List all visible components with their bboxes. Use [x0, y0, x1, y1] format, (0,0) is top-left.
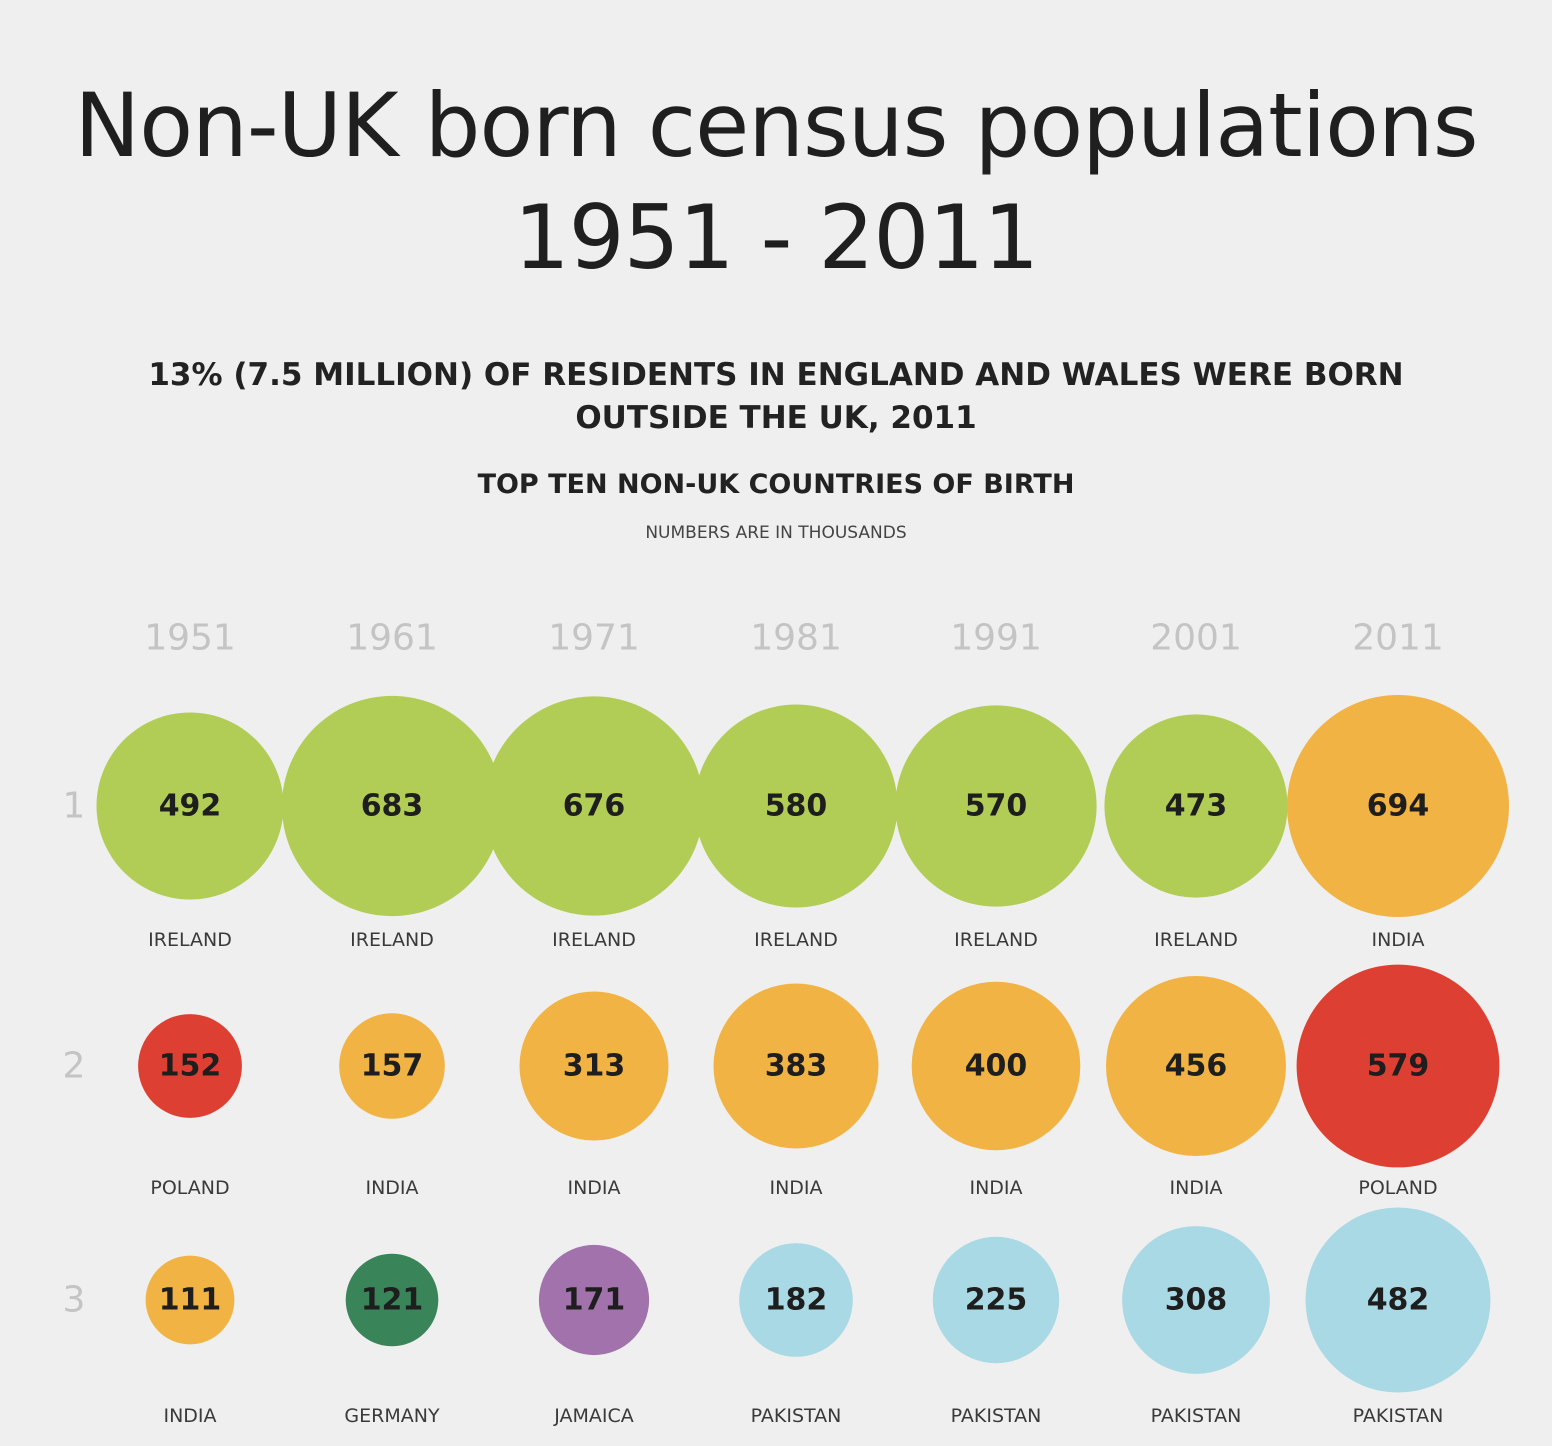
country-label-rank2-1991: INDIA: [969, 1177, 1022, 1199]
year-label-2011: 2011: [1352, 618, 1444, 659]
units-note: NUMBERS ARE IN THOUSANDS: [645, 523, 907, 543]
bubble-rank3-1961: [345, 1253, 439, 1347]
year-label-1991: 1991: [950, 618, 1042, 659]
country-label-rank2-1981: INDIA: [769, 1177, 822, 1199]
value-label-rank3-1981: 182: [765, 1283, 828, 1318]
country-label-rank1-1981: IRELAND: [754, 929, 838, 951]
bubble-rank1-2001: [1104, 714, 1288, 898]
chart-subtitle: 13% (7.5 MILLION) OF RESIDENTS IN ENGLAN…: [148, 357, 1404, 436]
value-label-rank3-2001: 308: [1165, 1283, 1228, 1318]
value-label-rank2-1981: 383: [765, 1049, 828, 1084]
country-label-rank1-2011: INDIA: [1371, 929, 1424, 951]
bubble-rank3-1971: [538, 1244, 650, 1356]
country-label-rank1-1951: IRELAND: [148, 929, 232, 951]
country-label-rank3-2011: PAKISTAN: [1353, 1405, 1444, 1427]
value-label-rank3-1971: 171: [563, 1283, 626, 1318]
bubble-rank2-1951: [138, 1014, 242, 1118]
bubble-rank3-1981: [739, 1243, 853, 1357]
value-label-rank1-1961: 683: [361, 789, 424, 824]
country-label-rank2-1951: POLAND: [150, 1177, 229, 1199]
year-label-1951: 1951: [144, 618, 236, 659]
bubble-rank2-1991: [911, 981, 1081, 1151]
country-label-rank3-1961: GERMANY: [344, 1405, 440, 1427]
value-label-rank1-1971: 676: [563, 789, 626, 824]
year-label-1981: 1981: [750, 618, 842, 659]
country-label-rank3-1951: INDIA: [163, 1405, 216, 1427]
bubble-rank3-1991: [932, 1236, 1060, 1364]
bubble-rank1-2011: [1287, 695, 1509, 917]
country-label-rank2-1971: INDIA: [567, 1177, 620, 1199]
rank-label-3: 3: [63, 1280, 86, 1321]
value-label-rank3-1961: 121: [361, 1283, 424, 1318]
value-label-rank2-2001: 456: [1165, 1049, 1228, 1084]
country-label-rank1-1991: IRELAND: [954, 929, 1038, 951]
value-label-rank1-2011: 694: [1367, 789, 1430, 824]
bubble-rank1-1971: [484, 696, 704, 916]
country-label-rank1-2001: IRELAND: [1154, 929, 1238, 951]
chart-title-line-1: Non-UK born census populations: [74, 74, 1478, 177]
chart-heading: TOP TEN NON-UK COUNTRIES OF BIRTH: [477, 469, 1075, 500]
bubble-rank2-1981: [713, 983, 879, 1149]
bubble-rank3-1951: [145, 1255, 235, 1345]
value-label-rank1-1981: 580: [765, 789, 828, 824]
year-label-1961: 1961: [346, 618, 438, 659]
bubble-rank3-2001: [1122, 1226, 1270, 1374]
bubble-rank2-1961: [339, 1013, 445, 1119]
value-label-rank1-1951: 492: [159, 789, 222, 824]
country-label-rank2-2001: INDIA: [1169, 1177, 1222, 1199]
bubble-rank2-2011: [1296, 964, 1500, 1168]
rank-label-1: 1: [63, 786, 86, 827]
bubble-rank3-2011: [1305, 1207, 1491, 1393]
bubble-rank1-1951: [96, 712, 284, 900]
country-label-rank2-2011: POLAND: [1358, 1177, 1437, 1199]
value-label-rank2-1971: 313: [563, 1049, 626, 1084]
value-label-rank2-1991: 400: [965, 1049, 1028, 1084]
value-label-rank1-2001: 473: [1165, 789, 1228, 824]
chart-title-line-2: 1951 - 2011: [513, 186, 1040, 289]
country-label-rank3-1971: JAMAICA: [553, 1405, 634, 1427]
year-label-1971: 1971: [548, 618, 640, 659]
value-label-rank1-1991: 570: [965, 789, 1028, 824]
bubble-rank1-1961: [281, 695, 503, 917]
country-label-rank1-1971: IRELAND: [552, 929, 636, 951]
bubble-rank1-1981: [694, 704, 898, 908]
bubble-rank2-1971: [519, 991, 669, 1141]
value-label-rank2-2011: 579: [1367, 1049, 1430, 1084]
value-label-rank2-1961: 157: [361, 1049, 424, 1084]
country-label-rank3-2001: PAKISTAN: [1151, 1405, 1242, 1427]
country-label-rank1-1961: IRELAND: [350, 929, 434, 951]
value-label-rank2-1951: 152: [159, 1049, 222, 1084]
value-label-rank3-1951: 111: [159, 1283, 222, 1318]
bubble-rank2-2001: [1106, 976, 1286, 1156]
country-label-rank3-1991: PAKISTAN: [951, 1405, 1042, 1427]
value-label-rank3-2011: 482: [1367, 1283, 1430, 1318]
rank-label-2: 2: [63, 1046, 86, 1087]
value-label-rank3-1991: 225: [965, 1283, 1028, 1318]
country-label-rank2-1961: INDIA: [365, 1177, 418, 1199]
bubble-rank1-1991: [895, 705, 1097, 907]
country-label-rank3-1981: PAKISTAN: [751, 1405, 842, 1427]
year-label-2001: 2001: [1150, 618, 1242, 659]
